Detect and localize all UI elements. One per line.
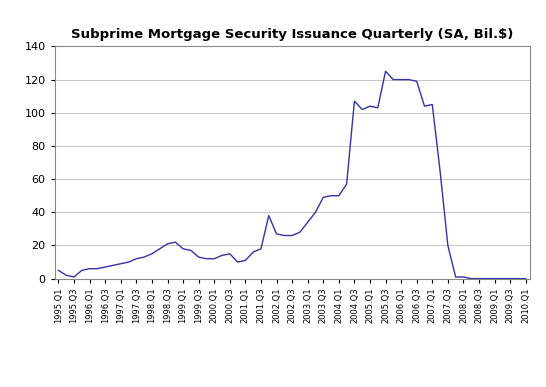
Title: Subprime Mortgage Security Issuance Quarterly (SA, Bil.$): Subprime Mortgage Security Issuance Quar… [71, 28, 513, 41]
